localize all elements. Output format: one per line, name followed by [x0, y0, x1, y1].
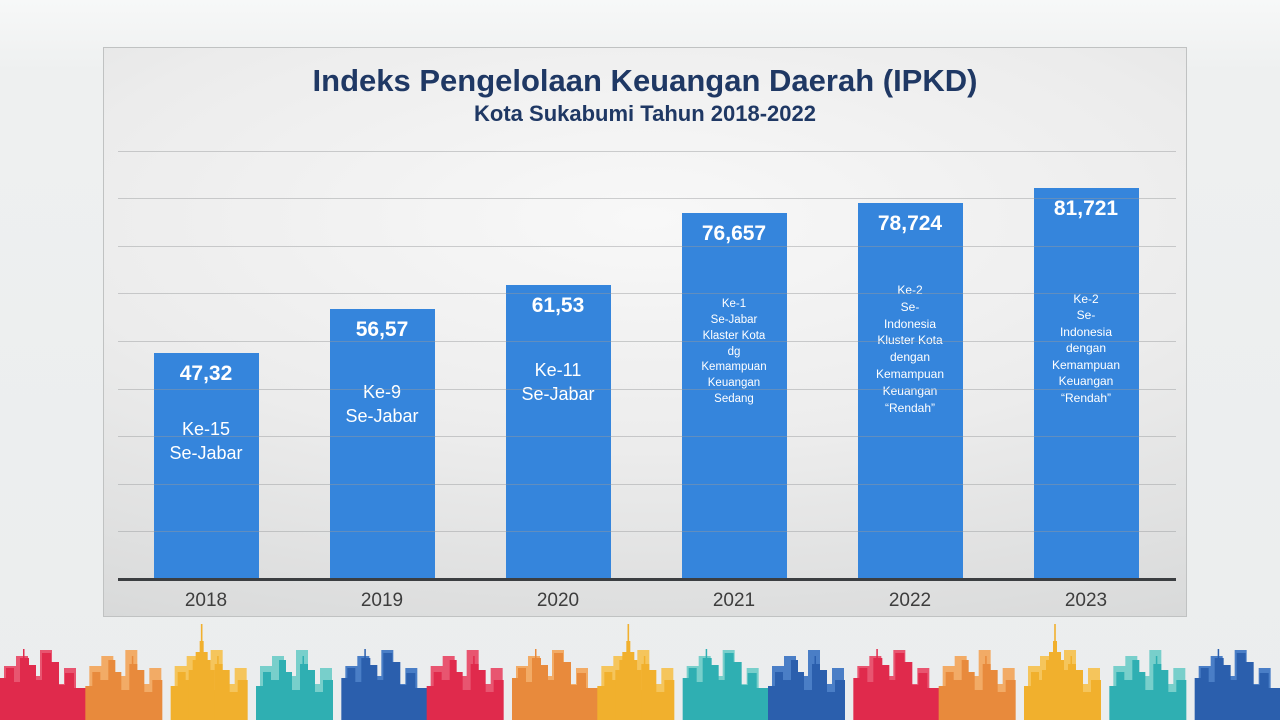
skyline-segment-red — [853, 649, 940, 720]
x-axis-label-2019: 2019 — [360, 590, 404, 611]
skyline-segment-blue — [341, 649, 428, 720]
bar-annotation: Ke-11 Se-Jabar — [521, 360, 595, 405]
bar-value-label: 47,32 — [179, 362, 233, 385]
bar-value-label: 78,724 — [877, 212, 943, 235]
gridline — [118, 531, 1176, 533]
skyline-segment-teal — [1109, 650, 1187, 720]
gridline — [118, 150, 1176, 152]
bar-2022: 78,724 Ke-2 Se- Indonesia Kluster Kota de… — [857, 203, 963, 579]
x-axis-label-2023: 2023 — [1064, 590, 1108, 611]
bar-2019: 56,57 Ke-9 Se-Jabar — [329, 309, 435, 579]
bar-2020: 61,53 Ke-11 Se-Jabar — [505, 285, 611, 579]
bar-2021: 76,657 Ke-1 Se-Jabar Klaster Kota dg Kema… — [681, 213, 787, 579]
plot-area: 47,32 Ke-15 Se-Jabar 2018 56,57 Ke-9 Se-Jaba… — [104, 48, 1186, 616]
skyline-segment-red — [426, 650, 504, 720]
gridline — [118, 341, 1176, 342]
skyline-segment-orange — [85, 650, 163, 720]
gridline — [118, 388, 1176, 390]
skyline-segment-orange — [938, 650, 1016, 720]
skyline-segment-gold — [170, 624, 248, 720]
gridline — [118, 436, 1176, 438]
bar-2023: 81,721 Ke-2 Se- Indonesia dengan Kemampua… — [1033, 188, 1139, 579]
chart-panel: Indeks Pengelolaan Keuangan Daerah (IPKD… — [103, 47, 1187, 617]
skyline-segment-gold — [597, 624, 675, 720]
skyline-segment-blue — [768, 650, 845, 720]
chart-subtitle: Kota Sukabumi Tahun 2018-2022 — [474, 101, 816, 126]
bar-annotation: Ke-2 Se- Indonesia Kluster Kota dengan K… — [875, 283, 945, 415]
bar-annotation: Ke-1 Se-Jabar Klaster Kota dg Kemampuan … — [701, 298, 767, 406]
bar-annotation: Ke-15 Se-Jabar — [169, 419, 243, 464]
skyscraper-spire — [1042, 624, 1068, 720]
skyscraper-spire — [615, 624, 642, 720]
bar-annotation: Ke-2 Se- Indonesia dengan Kemampuan Keua… — [1051, 292, 1121, 405]
x-axis-line — [118, 578, 1176, 581]
chart-title: Indeks Pengelolaan Keuangan Daerah (IPKD… — [312, 63, 978, 98]
bar-value-label: 56,57 — [355, 318, 409, 341]
gridline — [118, 198, 1176, 200]
bar-value-label: 81,721 — [1053, 197, 1119, 220]
skyline-segment-blue — [1194, 649, 1280, 720]
skyline-segment-teal — [682, 649, 769, 720]
gridline — [118, 483, 1176, 485]
skyline-segment-teal — [256, 650, 333, 720]
city-skyline-decoration — [0, 624, 1280, 720]
gridline — [118, 293, 1176, 295]
skyscraper-spire — [188, 624, 215, 720]
x-axis-label-2018: 2018 — [184, 590, 228, 611]
x-axis-label-2020: 2020 — [536, 590, 580, 611]
bar-annotation: Ke-9 Se-Jabar — [345, 382, 419, 427]
skyline-segment-red — [0, 649, 86, 720]
bar-value-label: 76,657 — [701, 222, 767, 245]
skyline-segment-orange — [512, 649, 598, 720]
skyline-segment-gold — [1024, 624, 1101, 720]
bar-2018: 47,32 Ke-15 Se-Jabar — [153, 353, 259, 579]
gridline — [118, 245, 1176, 247]
x-axis-label-2021: 2021 — [712, 590, 756, 611]
bar-value-label: 61,53 — [531, 294, 585, 317]
x-axis-label-2022: 2022 — [888, 590, 932, 611]
